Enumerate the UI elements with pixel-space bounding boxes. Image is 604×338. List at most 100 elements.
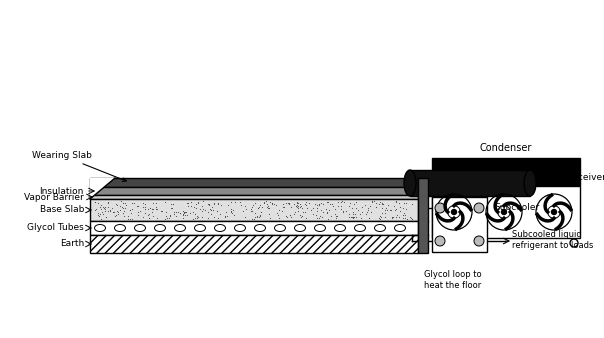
Point: [301, 202, 310, 208]
Bar: [90, 199, 418, 221]
Point: [311, 213, 321, 218]
Point: [348, 215, 358, 221]
Point: [203, 209, 213, 214]
Ellipse shape: [524, 170, 536, 196]
Point: [118, 205, 128, 210]
Point: [308, 206, 318, 211]
Point: [407, 201, 417, 207]
Point: [285, 213, 295, 218]
Point: [197, 208, 207, 214]
Point: [349, 214, 359, 220]
Point: [223, 202, 233, 207]
Point: [247, 204, 257, 210]
Point: [220, 215, 230, 220]
Point: [197, 203, 207, 208]
Point: [204, 202, 214, 207]
Point: [383, 202, 393, 208]
Point: [204, 203, 214, 208]
Point: [318, 210, 327, 215]
Point: [111, 201, 121, 206]
Point: [296, 214, 306, 219]
Point: [146, 206, 155, 211]
Point: [374, 202, 384, 207]
Bar: [418, 178, 428, 253]
Point: [316, 208, 326, 213]
Point: [151, 204, 161, 210]
Ellipse shape: [155, 224, 165, 232]
Point: [388, 214, 397, 219]
Point: [352, 206, 361, 211]
Point: [344, 203, 354, 208]
Point: [193, 215, 202, 220]
Point: [377, 210, 387, 215]
Point: [279, 204, 289, 210]
Point: [247, 208, 257, 213]
Point: [166, 206, 176, 211]
Text: Glycol Tubes: Glycol Tubes: [27, 223, 84, 233]
Point: [171, 210, 181, 215]
Point: [330, 207, 339, 212]
Point: [268, 200, 277, 206]
Point: [230, 212, 239, 217]
Ellipse shape: [404, 170, 416, 196]
Point: [95, 211, 105, 217]
Point: [366, 210, 376, 215]
Point: [124, 216, 134, 221]
Point: [213, 215, 222, 220]
Point: [141, 204, 150, 210]
Point: [179, 208, 188, 213]
Point: [207, 211, 216, 216]
Circle shape: [435, 203, 445, 213]
Point: [364, 206, 373, 211]
Point: [256, 209, 266, 215]
Ellipse shape: [194, 224, 205, 232]
Point: [357, 209, 367, 214]
Point: [348, 209, 358, 214]
Point: [304, 201, 314, 206]
Point: [99, 205, 109, 211]
Point: [226, 209, 236, 214]
Point: [95, 204, 104, 210]
Point: [391, 214, 400, 220]
Point: [182, 200, 192, 206]
Ellipse shape: [94, 224, 106, 232]
Point: [381, 211, 390, 216]
Point: [100, 206, 110, 211]
Point: [120, 209, 129, 214]
Circle shape: [435, 236, 445, 246]
Point: [402, 216, 412, 221]
Point: [338, 208, 347, 214]
Point: [238, 209, 248, 214]
Point: [312, 208, 322, 214]
Point: [165, 212, 175, 217]
Point: [298, 210, 308, 215]
Point: [145, 205, 155, 211]
Point: [216, 202, 226, 208]
Point: [120, 213, 129, 218]
Point: [289, 201, 298, 207]
Point: [330, 211, 339, 216]
Point: [100, 205, 110, 210]
Point: [124, 214, 133, 219]
Point: [286, 215, 296, 220]
Point: [362, 212, 371, 217]
Point: [397, 212, 407, 217]
Point: [381, 205, 391, 210]
Point: [322, 210, 332, 216]
Point: [143, 212, 153, 217]
Point: [290, 210, 300, 215]
Point: [365, 215, 374, 220]
Point: [226, 209, 236, 214]
Point: [176, 210, 185, 215]
Point: [376, 199, 385, 204]
Point: [208, 208, 217, 213]
Point: [254, 214, 263, 220]
Text: Wearing Slab: Wearing Slab: [32, 151, 126, 182]
Point: [240, 214, 250, 220]
Point: [292, 201, 302, 206]
Point: [104, 208, 114, 213]
Point: [294, 203, 303, 209]
Point: [377, 205, 387, 211]
Point: [127, 216, 137, 222]
Point: [215, 212, 225, 217]
